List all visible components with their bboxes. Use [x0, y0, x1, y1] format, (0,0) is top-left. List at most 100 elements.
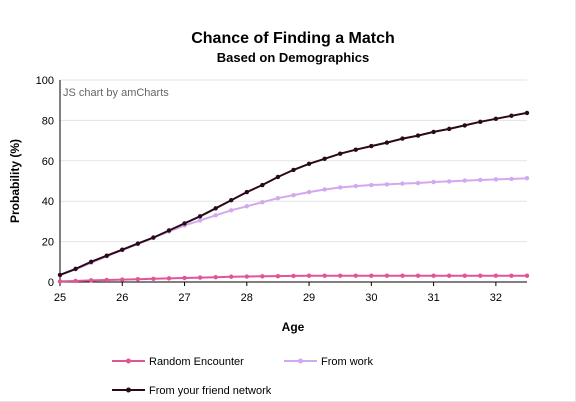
data-point[interactable]	[229, 274, 234, 279]
data-point[interactable]	[446, 273, 452, 278]
data-point[interactable]	[151, 276, 156, 281]
data-point[interactable]	[431, 129, 436, 135]
data-point[interactable]	[306, 161, 312, 167]
x-tick-label: 25	[54, 292, 66, 304]
data-point[interactable]	[353, 147, 358, 152]
data-point[interactable]	[431, 179, 436, 185]
data-point[interactable]	[229, 197, 234, 203]
data-point[interactable]	[462, 123, 467, 128]
data-point[interactable]	[291, 192, 296, 198]
data-point[interactable]	[446, 126, 452, 132]
data-point[interactable]	[384, 182, 390, 187]
data-point[interactable]	[306, 273, 312, 278]
data-point[interactable]	[493, 273, 499, 278]
data-point[interactable]	[166, 276, 172, 281]
data-point[interactable]	[524, 175, 530, 181]
data-point[interactable]	[353, 183, 358, 189]
chart-credit-link[interactable]: JS chart by amCharts	[63, 87, 169, 99]
data-point[interactable]	[478, 273, 483, 278]
data-point[interactable]	[493, 116, 499, 121]
legend-label[interactable]: Random Encounter	[149, 356, 244, 368]
data-point[interactable]	[104, 277, 109, 283]
data-point[interactable]	[338, 273, 343, 278]
data-point[interactable]	[322, 187, 327, 192]
data-point[interactable]	[478, 177, 483, 183]
data-point[interactable]	[275, 273, 281, 279]
data-point[interactable]	[353, 273, 358, 278]
data-point[interactable]	[57, 279, 63, 284]
x-tick-label: 26	[116, 292, 128, 304]
data-point[interactable]	[197, 214, 203, 219]
data-point[interactable]	[384, 273, 390, 278]
data-point[interactable]	[322, 156, 327, 161]
data-point[interactable]	[524, 110, 530, 116]
data-point[interactable]	[213, 213, 218, 218]
data-point[interactable]	[260, 274, 265, 279]
data-point[interactable]	[509, 273, 514, 278]
data-point[interactable]	[135, 276, 141, 282]
data-point[interactable]	[462, 178, 467, 183]
data-point[interactable]	[275, 174, 281, 180]
data-point[interactable]	[275, 195, 281, 201]
data-point[interactable]	[431, 273, 436, 278]
data-point[interactable]	[306, 189, 312, 195]
data-point[interactable]	[57, 272, 63, 278]
x-tick-label: 30	[365, 292, 377, 304]
y-tick-label: 80	[42, 115, 54, 127]
data-point[interactable]	[338, 185, 343, 190]
data-point[interactable]	[291, 273, 296, 279]
data-point[interactable]	[135, 241, 141, 246]
data-point[interactable]	[338, 151, 343, 156]
data-point[interactable]	[244, 274, 249, 279]
data-point[interactable]	[369, 143, 374, 149]
data-point[interactable]	[415, 180, 421, 186]
data-point[interactable]	[229, 208, 234, 213]
data-point[interactable]	[213, 274, 218, 280]
data-point[interactable]	[524, 273, 530, 278]
data-point[interactable]	[400, 136, 405, 141]
data-point[interactable]	[120, 277, 125, 282]
data-point[interactable]	[104, 253, 109, 258]
x-tick-label: 32	[490, 292, 502, 304]
data-point[interactable]	[197, 218, 203, 223]
data-point[interactable]	[400, 181, 405, 186]
data-point[interactable]	[244, 204, 249, 209]
data-point[interactable]	[478, 119, 483, 125]
data-point[interactable]	[415, 273, 421, 278]
data-point[interactable]	[88, 278, 94, 283]
chart-subtitle: Based on Demographics	[217, 50, 369, 65]
data-point[interactable]	[446, 179, 452, 184]
data-point[interactable]	[166, 228, 172, 233]
data-point[interactable]	[509, 176, 514, 182]
data-point[interactable]	[151, 235, 156, 240]
data-point[interactable]	[182, 221, 187, 226]
data-point[interactable]	[182, 275, 187, 281]
data-point[interactable]	[400, 273, 405, 278]
x-tick-label: 29	[303, 292, 315, 304]
plot-area: 0 20 40 60 80 100 25 26 27 28 29 30 31 32	[36, 75, 530, 304]
y-tick-label: 0	[48, 277, 54, 289]
data-point[interactable]	[197, 275, 203, 280]
data-point[interactable]	[260, 182, 265, 188]
data-point[interactable]	[509, 113, 514, 118]
data-point[interactable]	[244, 189, 249, 195]
legend-swatch-marker	[298, 358, 303, 364]
legend-label[interactable]: From work	[321, 356, 373, 368]
data-point[interactable]	[384, 140, 390, 145]
data-point[interactable]	[322, 273, 327, 278]
data-point[interactable]	[291, 167, 296, 173]
y-tick-label: 20	[42, 237, 54, 249]
data-point[interactable]	[369, 182, 374, 188]
data-point[interactable]	[73, 278, 78, 284]
data-point[interactable]	[369, 273, 374, 278]
data-point[interactable]	[493, 177, 499, 182]
data-point[interactable]	[462, 273, 467, 278]
data-point[interactable]	[88, 259, 94, 264]
legend-label[interactable]: From your friend network	[149, 385, 272, 397]
data-point[interactable]	[415, 133, 421, 138]
data-point[interactable]	[213, 206, 218, 211]
data-point[interactable]	[260, 200, 265, 205]
data-point[interactable]	[73, 266, 78, 272]
data-point[interactable]	[120, 247, 125, 252]
